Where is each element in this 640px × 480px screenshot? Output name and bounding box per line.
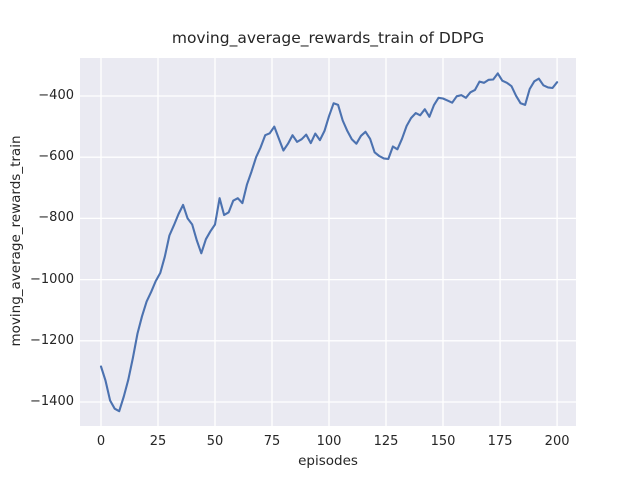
chart-title: moving_average_rewards_train of DDPG: [171, 29, 485, 47]
y-tick-label: −1000: [30, 271, 74, 287]
axes-background: [80, 58, 576, 426]
y-axis-label: moving_average_rewards_train: [8, 135, 24, 347]
x-tick-label: 0: [96, 434, 106, 449]
x-tick-label: 175: [487, 434, 513, 449]
x-tick-label: 125: [373, 434, 399, 449]
x-tick-label: 200: [544, 434, 570, 449]
y-tick-label: −1200: [30, 332, 74, 348]
y-tick-label: −800: [38, 210, 74, 226]
x-axis-label: episodes: [298, 453, 358, 469]
x-tick-label: 150: [430, 434, 456, 449]
x-tick-label: 50: [206, 434, 224, 449]
y-tick-label: −1400: [30, 394, 74, 409]
x-tick-label: 100: [316, 434, 342, 449]
series-line-moving_average_rewards_train: [99, 72, 559, 413]
x-tick-label: 25: [149, 434, 167, 449]
y-tick-label: −400: [38, 88, 74, 103]
x-tick-label: 75: [263, 434, 281, 449]
y-tick-label: −600: [38, 149, 74, 165]
